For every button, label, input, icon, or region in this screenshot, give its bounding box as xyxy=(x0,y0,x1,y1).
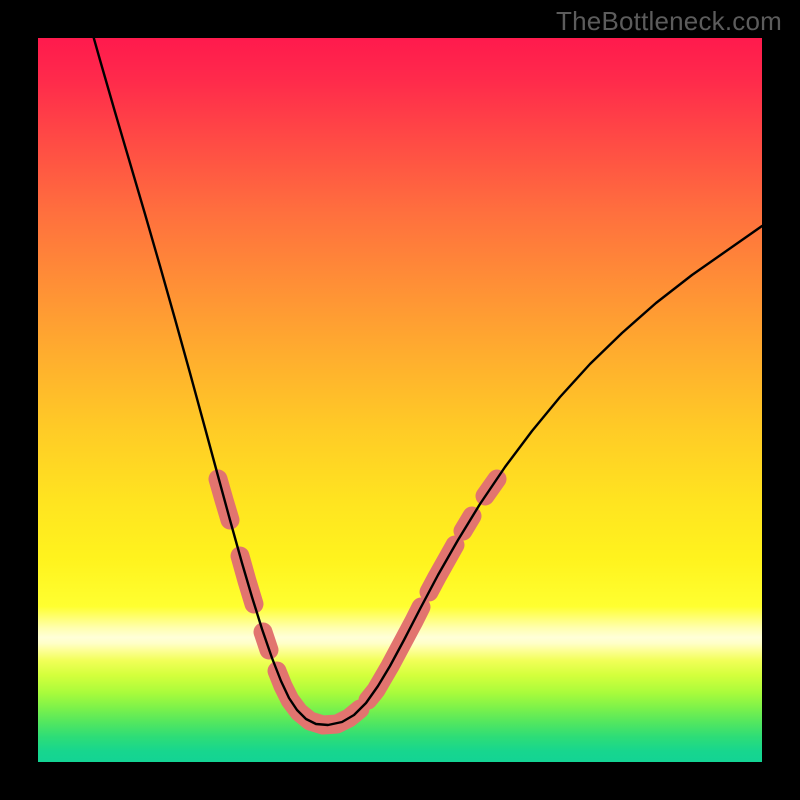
plot-area xyxy=(38,38,762,762)
watermark-text: TheBottleneck.com xyxy=(556,6,782,37)
curve-overlay xyxy=(0,0,800,800)
chart-stage: TheBottleneck.com xyxy=(0,0,800,800)
